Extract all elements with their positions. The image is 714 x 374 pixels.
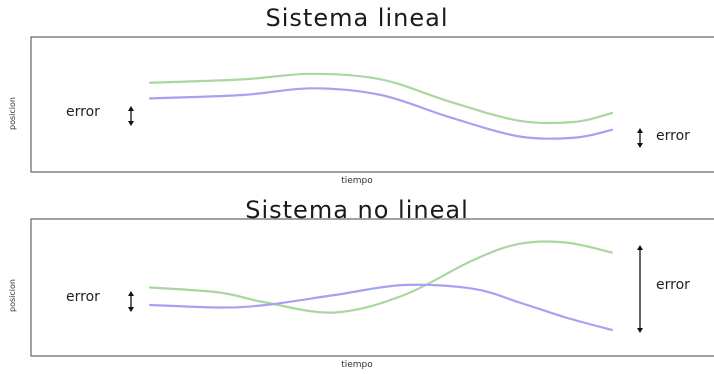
error-label-right: error <box>656 128 690 144</box>
error-arrow <box>637 245 643 333</box>
y-axis-label: posicion <box>8 279 17 312</box>
chart-title: Sistema lineal <box>265 4 449 32</box>
series-line-2 <box>148 87 614 140</box>
series-line-2 <box>148 283 614 332</box>
chart-panel-lineal: Sistema lineal tiempo posicion error err… <box>8 4 714 186</box>
error-arrow <box>128 291 134 312</box>
error-arrow <box>637 128 643 148</box>
chart-panel-no-lineal: Sistema no lineal tiempo posicion error … <box>0 190 714 374</box>
x-axis-label: tiempo <box>341 176 373 186</box>
error-label-left: error <box>66 289 100 305</box>
y-axis-label: posicion <box>8 97 17 130</box>
series-line-1 <box>148 72 614 125</box>
error-label-left: error <box>66 104 100 120</box>
series-line-1 <box>148 240 614 314</box>
plot-area <box>30 218 714 357</box>
x-axis-label: tiempo <box>341 360 373 370</box>
error-label-right: error <box>656 277 690 293</box>
axes-frame <box>30 36 714 173</box>
axes-frame <box>30 218 714 357</box>
error-arrow <box>128 106 134 126</box>
plot-area <box>30 36 714 173</box>
